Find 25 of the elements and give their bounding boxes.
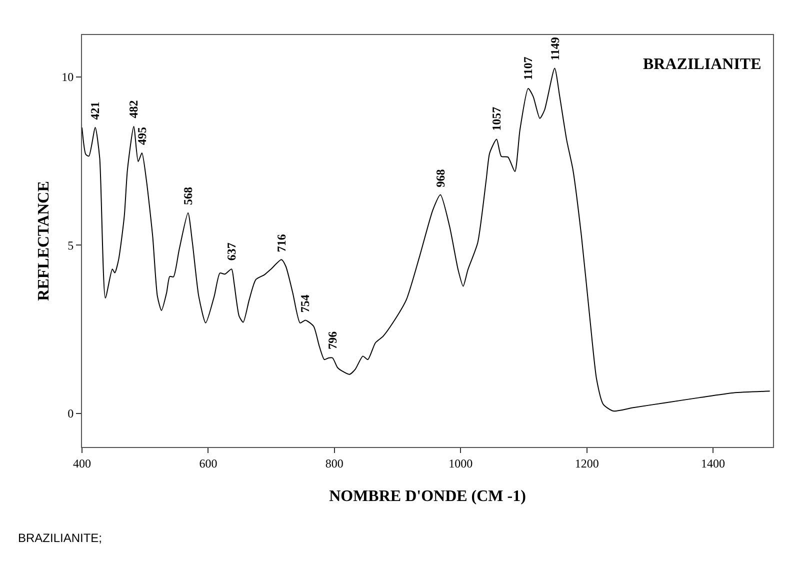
x-tick-label: 1000 [448,456,473,470]
x-tick-label: 400 [73,456,91,470]
text: BRAZILIANITE [643,56,762,73]
y-tick-label: 0 [68,406,74,421]
annotation: 495 [134,127,149,145]
x-tick-label: 1200 [574,456,599,470]
annotation: 568 [181,186,196,205]
annotation: 968 [434,169,448,188]
annotation: 637 [224,242,238,261]
annotation: 421 [88,102,102,120]
annotation: 1149 [548,37,562,60]
annotation: 754 [298,294,312,313]
y-axis-title: REFLECTANCE [36,181,52,301]
annotation: 1057 [489,106,504,131]
annotation: 716 [274,234,289,252]
annotation: 1107 [521,56,536,80]
y-tick-label: 10 [62,70,74,84]
y-tick-label: 5 [68,238,74,252]
x-tick-label: 800 [325,456,344,470]
x-tick-label: 1400 [701,456,726,470]
annotation: 482 [126,100,140,118]
text: BRAZILIANITE; [18,531,102,545]
x-axis-title: NOMBRE D'ONDE (CM -1) [329,488,526,506]
x-tick-label: 600 [199,456,218,470]
annotation: 796 [326,331,340,350]
